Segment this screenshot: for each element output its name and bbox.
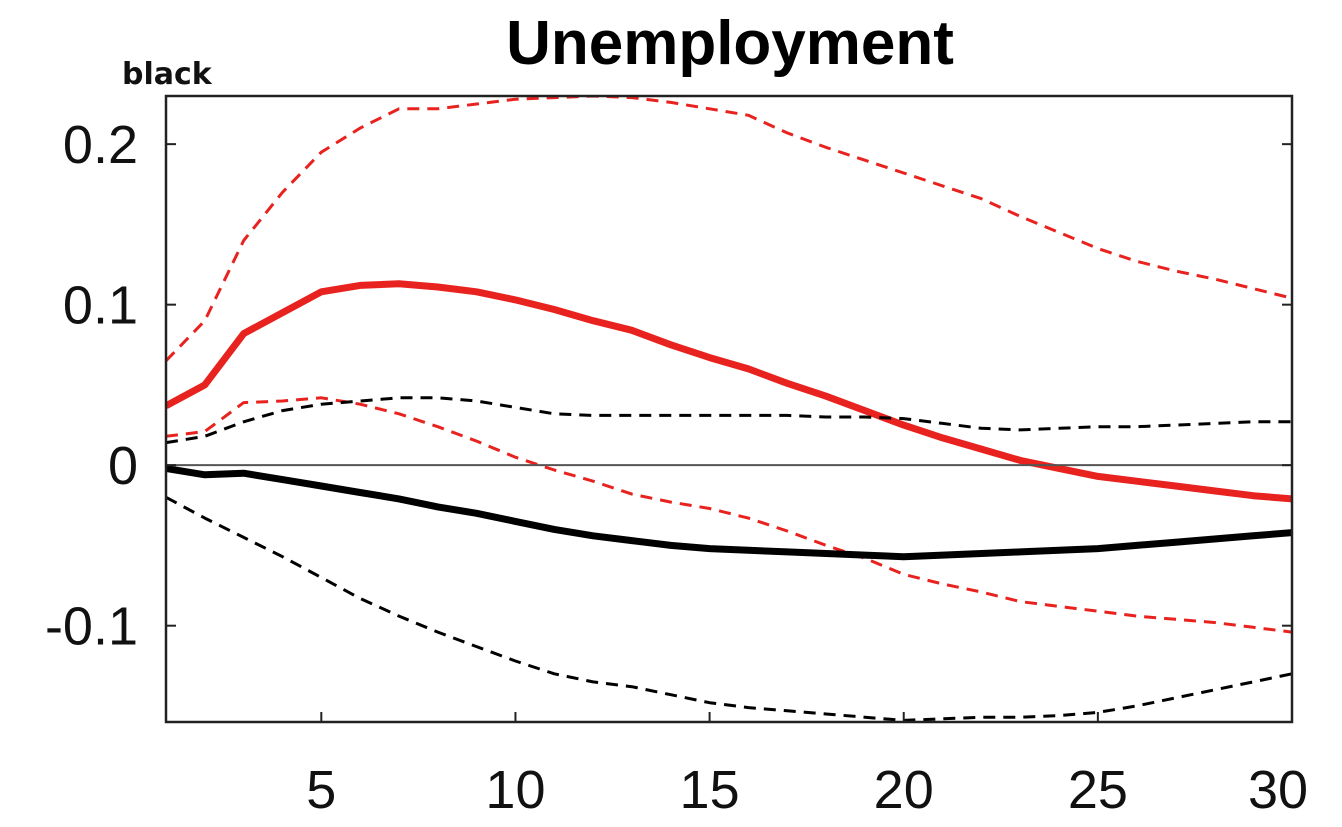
y-tick-label: 0 <box>108 436 138 496</box>
x-tick-label: 30 <box>1248 760 1308 820</box>
series-line-4 <box>166 464 1292 561</box>
y-tick-label: -0.1 <box>45 597 138 657</box>
x-tick-label: 5 <box>306 760 336 820</box>
x-tick-label: 10 <box>485 760 545 820</box>
series-line-5 <box>166 396 1292 445</box>
annotation-label: black <box>122 57 213 92</box>
x-tick-label: 15 <box>680 760 740 820</box>
chart-title: Unemployment <box>506 9 954 78</box>
x-tick-label: 25 <box>1068 760 1128 820</box>
series-line-1 <box>166 280 1292 503</box>
series-line-2 <box>166 96 1292 362</box>
y-tick-label: 0.1 <box>63 276 138 336</box>
series-line-6 <box>166 495 1292 722</box>
y-axis-ticks: -0.1 0 0.1 0.2 <box>45 115 1292 657</box>
series-line-3 <box>166 396 1292 634</box>
x-tick-label: 20 <box>874 760 934 820</box>
series-layer <box>166 96 1292 722</box>
plot-frame <box>164 94 1294 724</box>
x-axis-ticks: 5 10 15 20 25 30 <box>306 712 1308 820</box>
y-tick-label: 0.2 <box>63 115 138 175</box>
